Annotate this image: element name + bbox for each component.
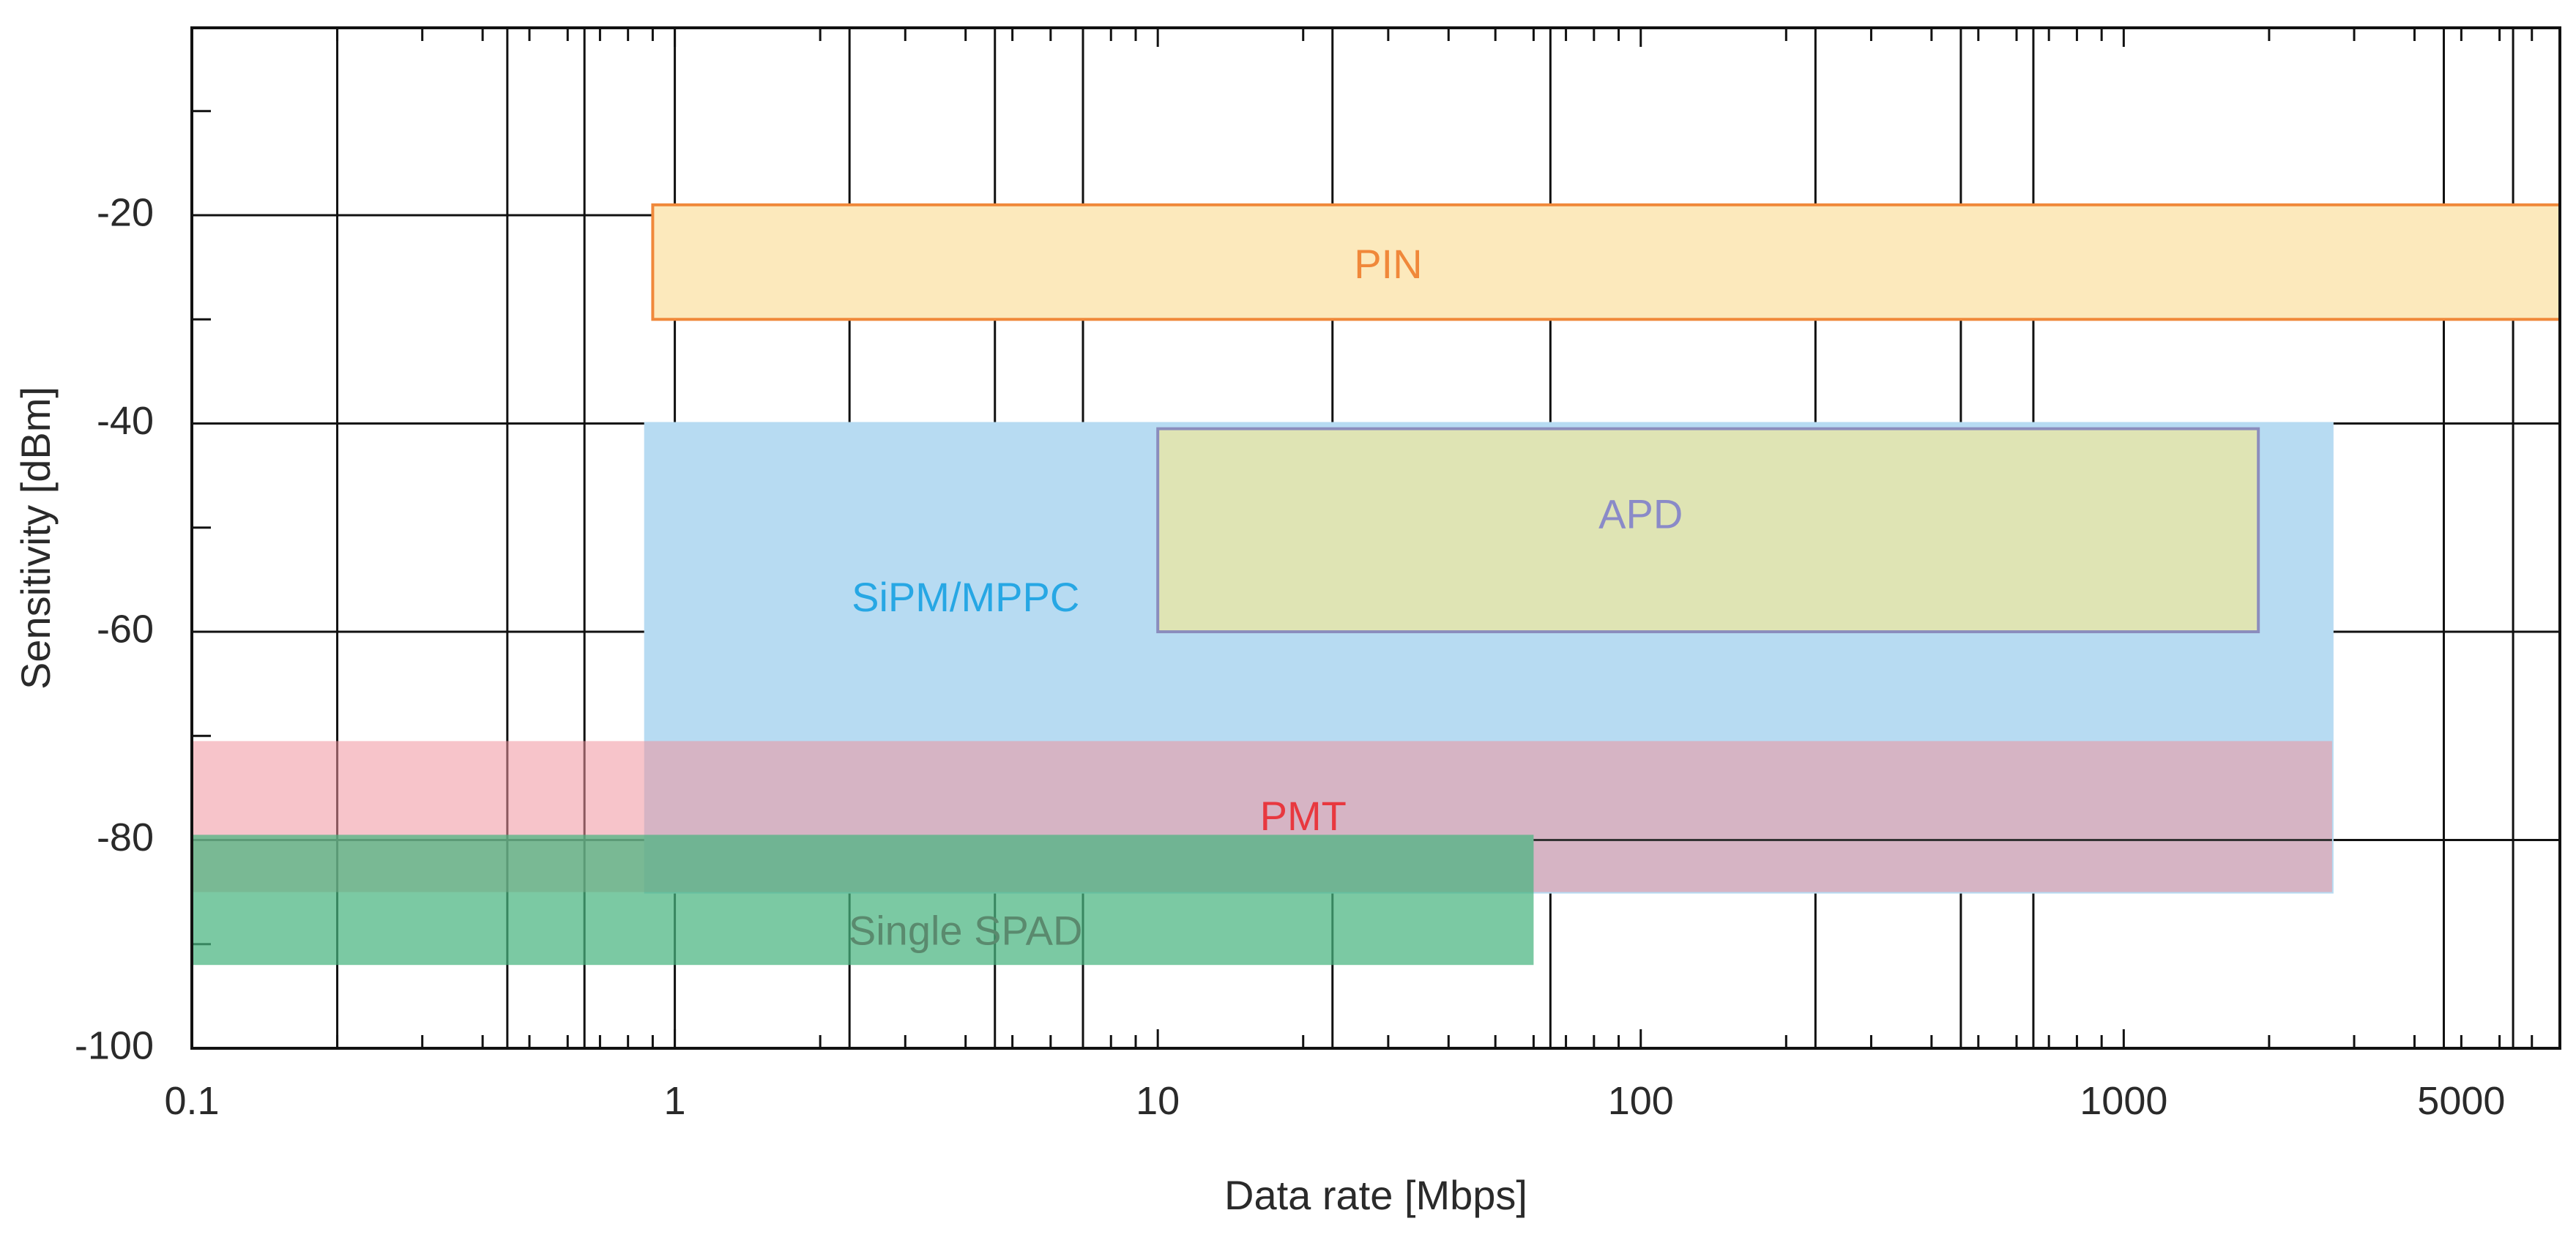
x-tick-label: 10 — [1136, 1079, 1180, 1123]
x-tick-label: 0.1 — [164, 1079, 219, 1123]
x-tick-label: 100 — [1608, 1079, 1674, 1123]
band-label-pin: PIN — [1354, 241, 1422, 287]
x-tick-label: 1000 — [2080, 1079, 2167, 1123]
y-tick-label: -80 — [97, 815, 154, 859]
band-single-spad — [192, 835, 1534, 966]
frame-layer — [190, 26, 2561, 1050]
band-layer — [192, 203, 2562, 966]
plot-frame — [190, 26, 2561, 1050]
x-tick-label: 5000 — [2417, 1079, 2505, 1123]
y-tick-label: -60 — [97, 607, 154, 651]
band-label-apd: APD — [1598, 490, 1683, 537]
band-pin — [651, 203, 2562, 321]
y-tick-label: -40 — [97, 399, 154, 443]
y-tick-label: -20 — [97, 190, 154, 234]
x-tick-label: 1 — [664, 1079, 686, 1123]
y-axis-title: Sensitivity [dBm] — [12, 387, 59, 690]
y-tick-label: -100 — [75, 1023, 154, 1067]
band-label-single-spad: Single SPAD — [849, 907, 1083, 953]
label-layer: PIN SiPM/MPPC APD PMT Single SPAD 0.1 1 10 100 10… — [75, 190, 2506, 1123]
x-axis-title: Data rate [Mbps] — [1224, 1172, 1527, 1218]
band-label-sipm-mppc: SiPM/MPPC — [852, 574, 1079, 620]
band-label-pmt: PMT — [1260, 793, 1347, 839]
band-apd — [1156, 427, 2260, 634]
